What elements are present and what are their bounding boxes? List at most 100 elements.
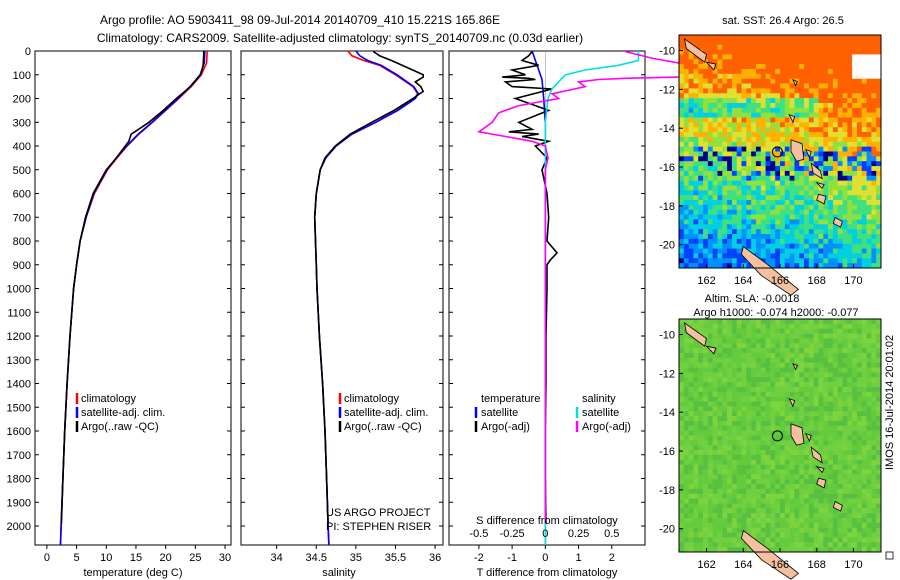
map-cell (828, 484, 834, 490)
map-cell (856, 248, 863, 254)
map-cell (717, 161, 723, 167)
map-cell (832, 243, 839, 249)
map-cell (789, 263, 795, 269)
map-cell (813, 357, 819, 363)
map-cell (808, 204, 814, 211)
map-cell (683, 396, 689, 402)
map-cell (765, 175, 771, 181)
map-cell (856, 253, 863, 259)
map-cell (703, 527, 709, 533)
map-cell (698, 488, 704, 495)
map-cell (876, 107, 882, 113)
map-cell (693, 166, 699, 172)
map-cell (688, 117, 694, 123)
map-cell (717, 195, 723, 201)
map-cell (823, 542, 829, 548)
map-cell (876, 469, 882, 475)
map-cell (871, 406, 877, 412)
map-cell (741, 435, 747, 441)
map-cell (866, 132, 872, 138)
map-cell (679, 78, 685, 84)
map-cell (832, 454, 839, 461)
x-tick-label: 15 (130, 552, 142, 564)
map-cell (746, 323, 752, 329)
map-cell (722, 328, 728, 334)
map-cell (760, 59, 766, 65)
map-cell (712, 185, 718, 191)
map-cell (861, 518, 867, 524)
map-cell (780, 161, 786, 167)
map-cell (770, 161, 776, 167)
map-cell (712, 425, 718, 431)
map-cell (871, 430, 877, 436)
map-cell (866, 224, 872, 230)
map-cell (823, 440, 829, 446)
map-cell (703, 411, 709, 417)
map-cell (799, 518, 805, 524)
map-cell (683, 532, 689, 538)
map-cell (770, 454, 776, 461)
map-cell (775, 170, 781, 177)
map-cell (832, 229, 839, 235)
map-cell (717, 401, 723, 407)
map-cell (837, 435, 843, 441)
map-cell (770, 102, 776, 109)
map-cell (688, 416, 694, 422)
map-cell (698, 156, 704, 162)
map-cell (775, 243, 781, 249)
map-cell (789, 440, 795, 446)
map-cell (866, 112, 872, 118)
map-cell (760, 151, 766, 157)
map-cell (852, 406, 858, 412)
map-cell (856, 396, 863, 402)
map-cell (698, 214, 704, 220)
map-cell (760, 49, 766, 55)
map-cell (703, 420, 709, 427)
map-cell (746, 547, 752, 553)
map-cell (823, 416, 829, 422)
map-cell (804, 430, 810, 436)
map-cell (727, 391, 733, 397)
map-cell (712, 146, 718, 152)
map-cell (722, 367, 728, 373)
map-cell (741, 386, 747, 393)
map-cell (698, 454, 704, 461)
map-cell (780, 425, 786, 431)
map-cell (731, 83, 738, 89)
map-cell (828, 542, 834, 548)
map-cell (731, 151, 738, 157)
map-cell (784, 338, 790, 344)
map-cell (683, 445, 689, 451)
map-cell (755, 253, 762, 259)
map-cell (755, 146, 762, 152)
map-cell (683, 83, 689, 89)
map-cell (804, 328, 810, 334)
map-cell (760, 377, 766, 383)
map-cell (717, 411, 723, 417)
map-cell (683, 343, 689, 349)
map-cell (799, 493, 805, 499)
map-cell (712, 44, 718, 50)
map-cell (760, 416, 766, 422)
map-cell (813, 391, 819, 397)
map-cell (813, 83, 819, 89)
map-cell (789, 180, 795, 186)
map-cell (823, 459, 829, 465)
map-cell (784, 435, 790, 441)
map-cell (794, 391, 800, 397)
map-cell (852, 537, 858, 543)
map-cell (789, 234, 795, 240)
map-cell (775, 156, 781, 162)
y-tick-label: 500 (13, 165, 31, 177)
map-cell (852, 117, 858, 123)
map-cell (770, 484, 776, 490)
map-cell (852, 156, 858, 162)
map-cell (717, 190, 723, 196)
map-cell (707, 440, 713, 446)
map-cell (746, 122, 752, 128)
map-cell (698, 537, 704, 543)
map-cell (799, 185, 805, 191)
map-cell (794, 214, 800, 220)
map-cell (736, 319, 742, 325)
map-cell (717, 391, 723, 397)
